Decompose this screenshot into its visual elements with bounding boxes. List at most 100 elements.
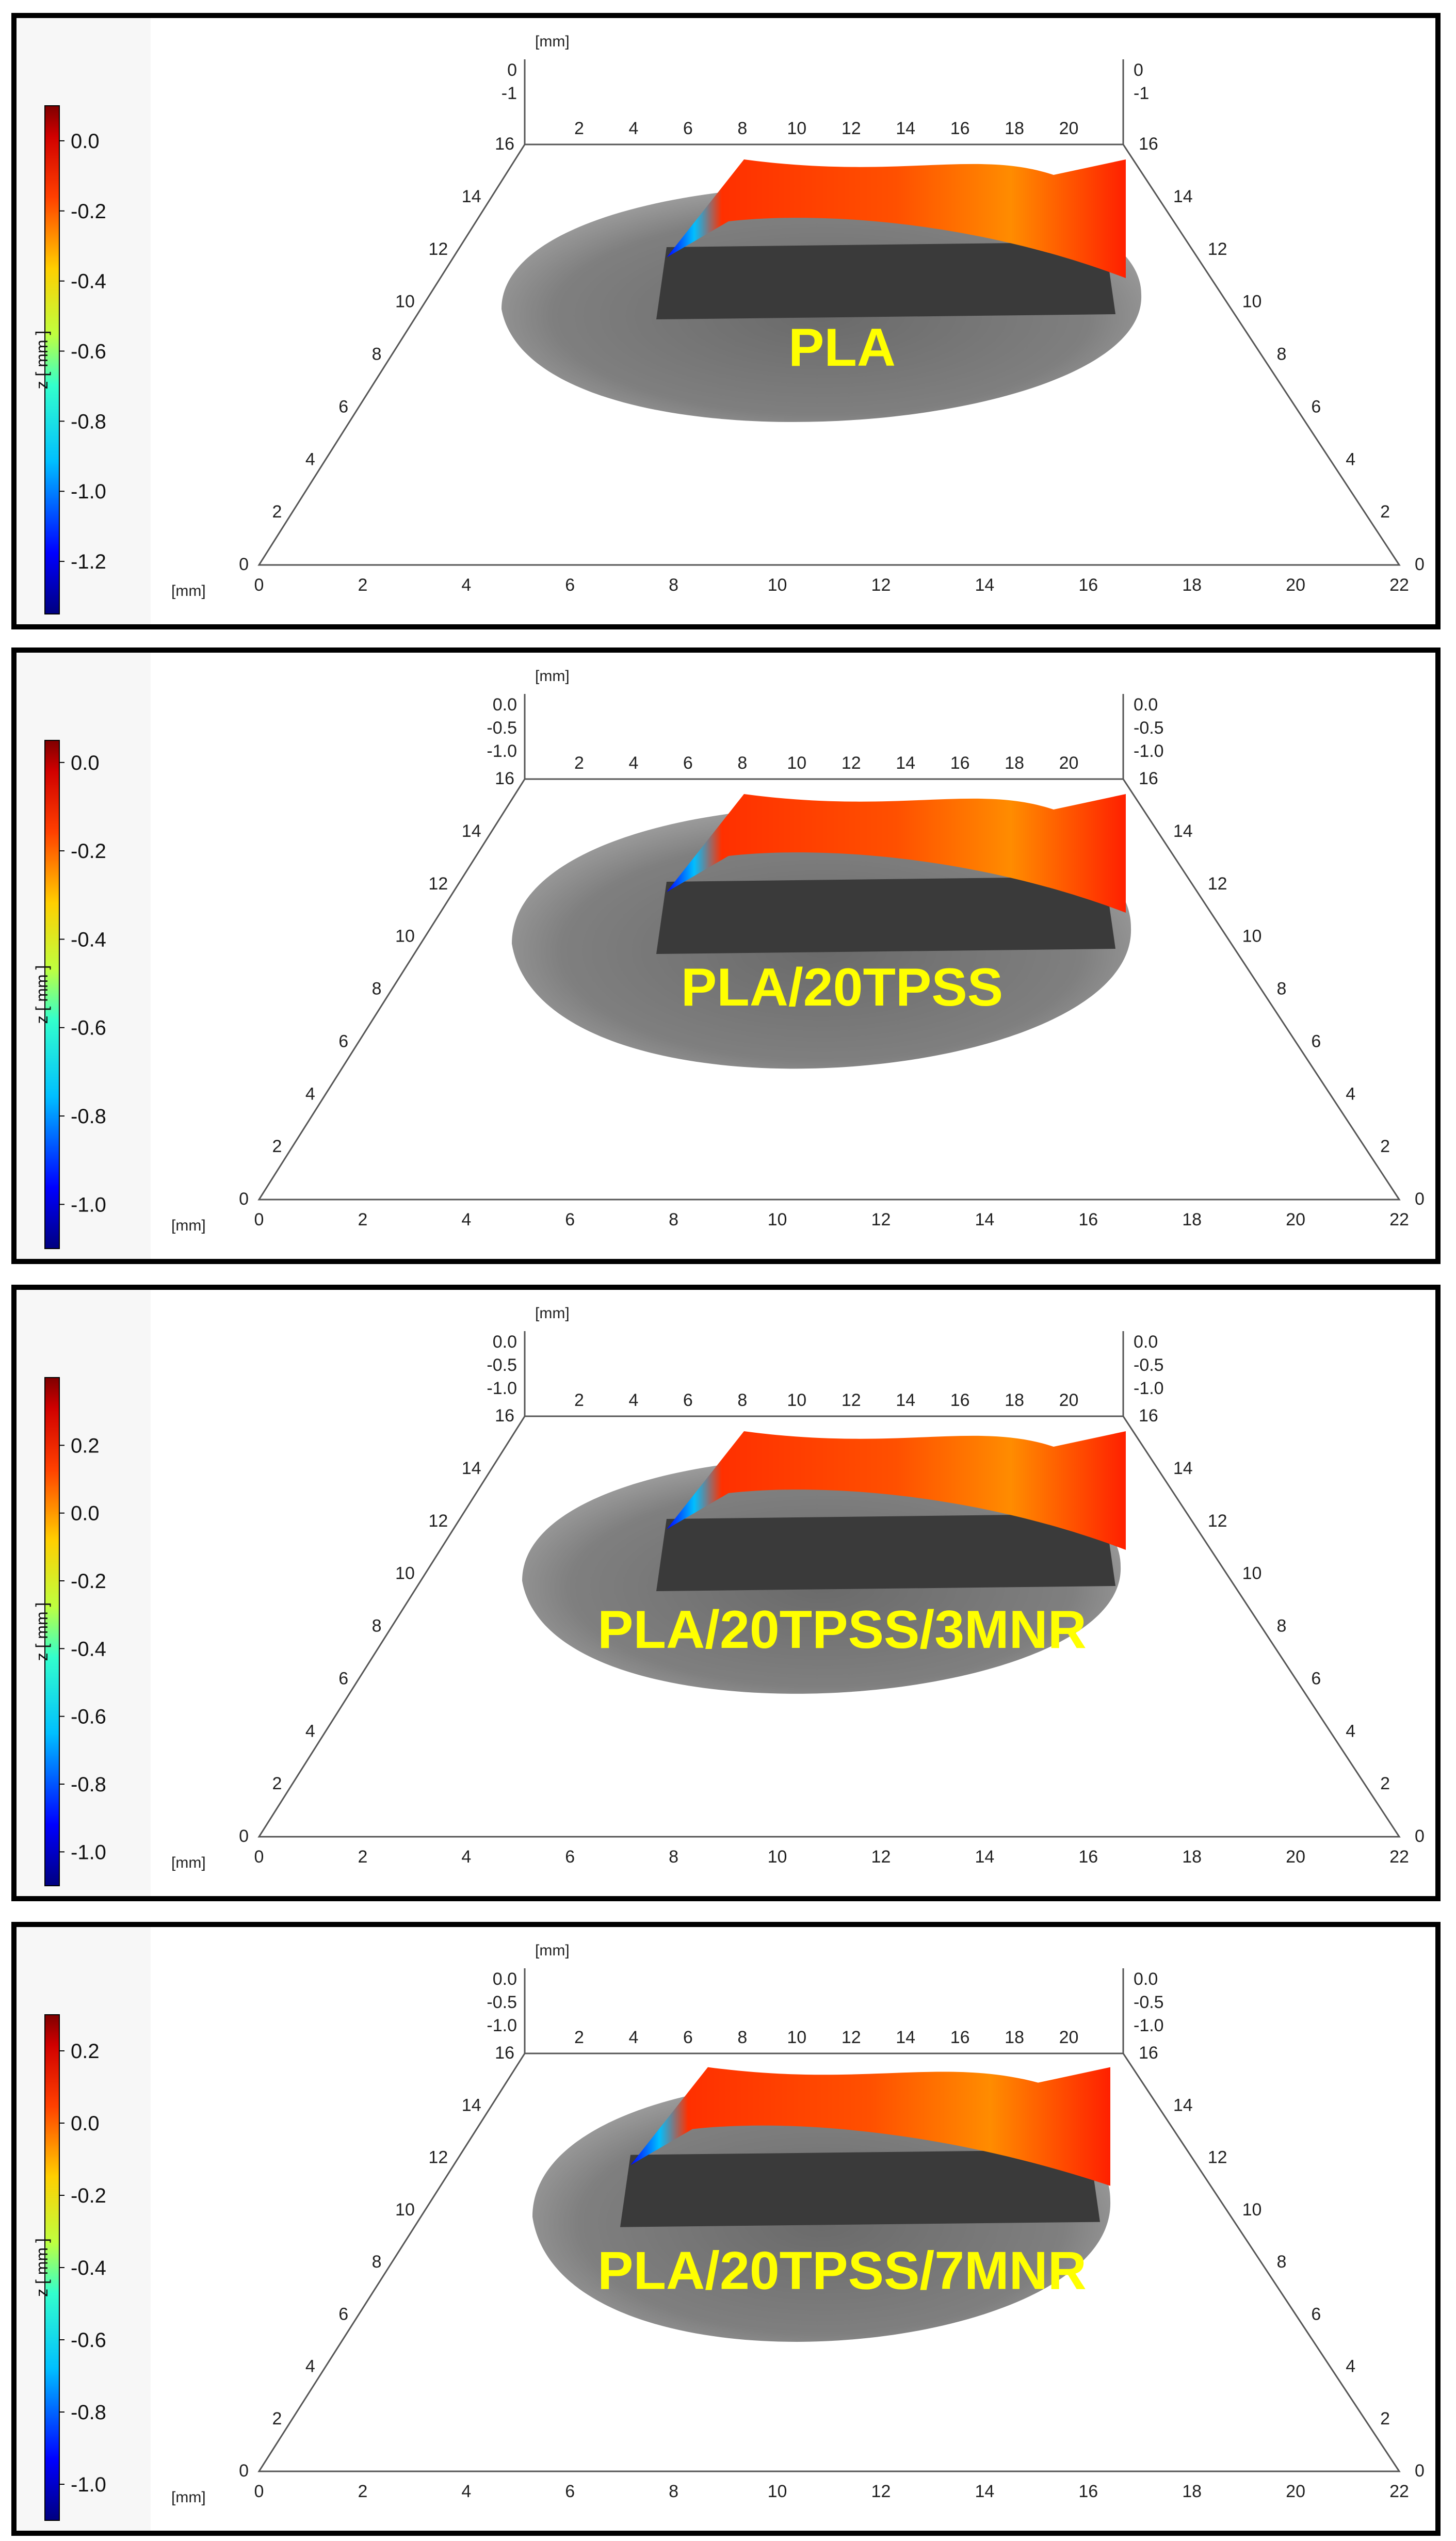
y-tick-left: 12: [428, 2148, 448, 2167]
y-tick-left: 2: [272, 2409, 282, 2429]
x-tick: 8: [669, 1847, 678, 1867]
z-tick-right: -1.0: [1134, 2016, 1164, 2035]
y-tick-left: 6: [338, 2304, 348, 2324]
panel-plot: 0.0 -0.2 -0.4 -0.6 -0.8 -1.0 z [ mm ] [mm] [mm] 0…: [33, 653, 1435, 1259]
x-tick: 4: [461, 1847, 471, 1867]
colorbar-tick: 0.0: [71, 130, 100, 153]
y-tick-right: 12: [1208, 874, 1227, 894]
axis-unit-z: [mm]: [535, 1942, 570, 1959]
y-tick-right: 16: [1139, 134, 1158, 154]
y-tick-left: 6: [338, 397, 348, 416]
z-tick-right: 0: [1134, 60, 1143, 80]
x-tick: 10: [768, 1847, 787, 1867]
sample-label: PLA/20TPSS/3MNR: [597, 1600, 1087, 1660]
colorbar-tick: -0.8: [71, 1105, 106, 1128]
x-tick: 0: [254, 1847, 264, 1867]
x-tick: 2: [358, 2482, 367, 2501]
x-tick: 14: [975, 1847, 994, 1867]
colorbar-tick: -0.8: [71, 1773, 106, 1796]
z-tick-left: -1.0: [487, 741, 517, 761]
y-tick-right: 12: [1208, 239, 1227, 259]
y-tick-left: 0: [239, 555, 249, 574]
y-tick-right: 10: [1242, 2200, 1262, 2220]
profile-surface: [630, 2067, 1110, 2186]
y-tick-left: 4: [305, 1721, 315, 1741]
colorbar-tick: -1.0: [71, 1841, 106, 1864]
back-x-tick: 6: [683, 119, 693, 138]
back-x-tick: 18: [1005, 1390, 1024, 1410]
x-tick: 10: [768, 575, 787, 595]
back-x-tick: 20: [1059, 753, 1079, 773]
x-tick: 10: [768, 1210, 787, 1229]
indent-trench: [656, 242, 1115, 319]
panel-2: 0.0 -0.2 -0.4 -0.6 -0.8 -1.0 z [ mm ] [mm] [mm] 0…: [11, 648, 1441, 1264]
panel-1: 0.0 -0.2 -0.4 -0.6 -0.8 -1.0 -1.2 z [ mm ] [mm] […: [11, 13, 1441, 629]
z-tick-right: 0.0: [1134, 1969, 1158, 1989]
y-tick-right: 16: [1139, 2043, 1158, 2063]
back-x-tick: 20: [1059, 119, 1079, 138]
profile-surface: [667, 1431, 1126, 1550]
y-tick-right: 2: [1380, 2409, 1390, 2429]
x-tick: 12: [871, 1847, 891, 1867]
x-tick: 20: [1286, 1847, 1305, 1867]
axis-unit-z: [mm]: [535, 668, 570, 685]
y-tick-left: 16: [495, 134, 514, 154]
z-tick-right: -0.5: [1134, 1993, 1164, 2012]
z-tick-right: -1.0: [1134, 741, 1164, 761]
x-tick: 22: [1389, 1847, 1409, 1867]
colorbar-tick: -1.0: [71, 2473, 106, 2496]
back-x-tick: 2: [574, 119, 584, 138]
y-tick-right: 12: [1208, 1511, 1227, 1531]
colorbar-tick: 0.0: [71, 1502, 100, 1525]
x-tick: 22: [1389, 2482, 1409, 2501]
colorbar-tick: -0.2: [71, 200, 106, 223]
y-tick-left: 2: [272, 502, 282, 522]
back-x-tick: 2: [574, 1390, 584, 1410]
back-x-tick: 14: [896, 1390, 915, 1410]
back-x-tick: 12: [842, 119, 861, 138]
colorbar: [44, 1377, 60, 1886]
x-tick: 0: [254, 2482, 264, 2501]
x-tick: 20: [1286, 2482, 1305, 2501]
x-tick: 12: [871, 1210, 891, 1229]
y-tick-left: 14: [462, 1459, 481, 1478]
colorbar-tick: -0.8: [71, 2401, 106, 2424]
y-tick-right: 0: [1415, 1826, 1425, 1846]
y-tick-left: 6: [338, 1031, 348, 1051]
y-tick-left: 12: [428, 874, 448, 894]
z-tick-left: -1.0: [487, 2016, 517, 2035]
back-x-tick: 12: [842, 2028, 861, 2047]
colorbar-label: z [ mm ]: [33, 331, 51, 390]
back-x-tick: 8: [737, 2028, 747, 2047]
back-x-tick: 4: [628, 119, 638, 138]
y-tick-right: 10: [1242, 1564, 1262, 1583]
y-tick-right: 16: [1139, 769, 1158, 788]
indent-trench: [620, 2149, 1100, 2227]
back-x-tick: 16: [950, 753, 970, 773]
back-x-tick: 2: [574, 753, 584, 773]
x-tick: 16: [1078, 2482, 1098, 2501]
back-x-tick: 6: [683, 753, 693, 773]
x-tick: 12: [871, 575, 891, 595]
y-tick-left: 4: [305, 1084, 315, 1104]
x-tick: 12: [871, 2482, 891, 2501]
back-x-tick: 14: [896, 753, 915, 773]
colorbar-tick: -0.4: [71, 2257, 106, 2279]
x-tick: 8: [669, 1210, 678, 1229]
back-x-tick: 12: [842, 1390, 861, 1410]
panel-plot: 0.2 0.0 -0.2 -0.4 -0.6 -0.8 -1.0 z [ mm ] [mm] [m…: [33, 1290, 1435, 1896]
z-tick-left: 0.0: [493, 1332, 517, 1352]
back-x-tick: 10: [787, 753, 806, 773]
colorbar-tick: -0.6: [71, 341, 106, 363]
y-tick-left: 12: [428, 1511, 448, 1531]
colorbar-tick: -0.6: [71, 2329, 106, 2352]
back-x-tick: 16: [950, 119, 970, 138]
x-tick: 8: [669, 575, 678, 595]
y-tick-right: 6: [1311, 2304, 1321, 2324]
y-tick-right: 0: [1415, 1189, 1425, 1209]
y-tick-left: 8: [372, 2252, 382, 2272]
colorbar-tick: -0.4: [71, 270, 106, 293]
back-x-tick: 8: [737, 753, 747, 773]
y-tick-left: 6: [338, 1669, 348, 1688]
back-x-tick: 4: [628, 1390, 638, 1410]
